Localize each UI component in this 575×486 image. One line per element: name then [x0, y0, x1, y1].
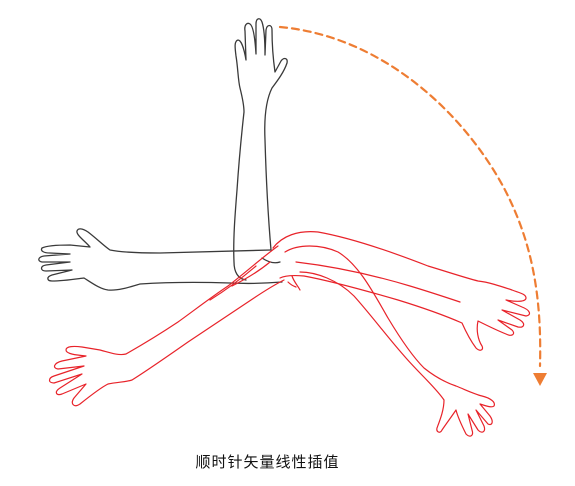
elbow-twist-mark-2 — [287, 281, 297, 288]
interpolated-arm-inner-upper — [231, 261, 271, 287]
interpolated-arm-upper-right-inner — [295, 261, 461, 303]
rotation-arrow — [278, 25, 547, 386]
interpolated-arm-upper-right — [272, 231, 531, 351]
elbow-twist-mark — [291, 275, 301, 291]
elbow-crease — [261, 257, 281, 264]
interpolated-arm-lower-left — [48, 245, 285, 407]
dashed-clockwise-arc-arrow-icon — [278, 25, 542, 368]
interpolated-arm-lower-right — [284, 245, 495, 437]
figure-caption: 顺时针矢量线性插值 — [195, 453, 340, 471]
horizontal-arm-outline — [38, 228, 283, 291]
interpolated-arms — [48, 231, 531, 437]
original-arms — [38, 18, 288, 291]
interpolated-arm-inner-lower — [209, 265, 257, 301]
vertical-arm-outline — [233, 18, 288, 281]
arrowhead-icon — [533, 373, 547, 386]
